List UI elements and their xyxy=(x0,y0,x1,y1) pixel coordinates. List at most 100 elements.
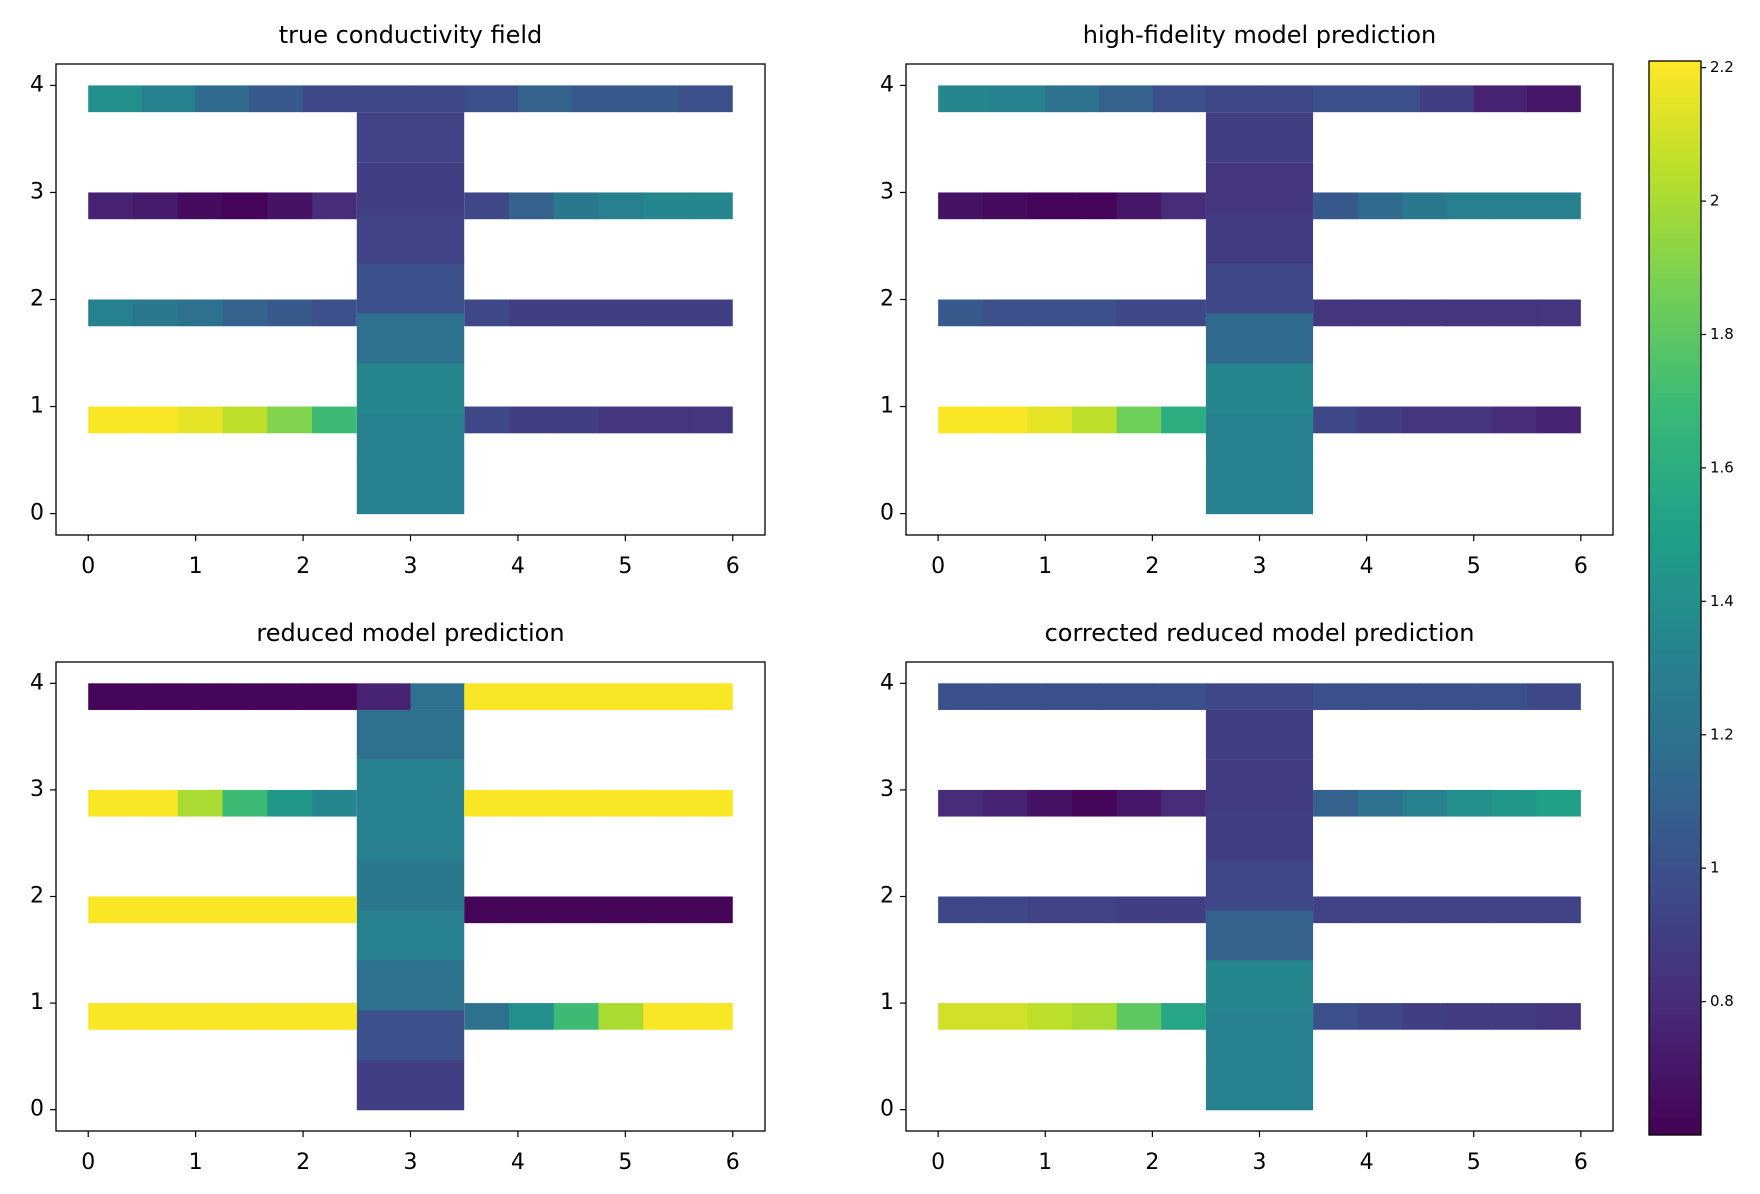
field-cell xyxy=(1313,896,1359,924)
field-cell xyxy=(1357,896,1403,924)
colorbar-tick-label: 1.2 xyxy=(1710,725,1734,743)
field-cell xyxy=(195,85,250,113)
field-cell xyxy=(1491,896,1537,924)
field-cell xyxy=(356,709,465,760)
field-cell xyxy=(1536,896,1581,924)
field-cell xyxy=(1402,192,1448,220)
field-cell xyxy=(598,789,644,817)
field-cell xyxy=(508,789,555,817)
colorbar-tick-label: 2 xyxy=(1710,192,1720,210)
y-tick-label: 0 xyxy=(880,501,894,526)
field-cell xyxy=(1357,789,1403,817)
field-cell xyxy=(625,85,680,113)
field-cell xyxy=(643,789,689,817)
field-cell xyxy=(991,683,1046,710)
field-cell xyxy=(1205,413,1314,465)
field-cell xyxy=(598,406,644,434)
field-cell xyxy=(938,683,993,710)
field-cell xyxy=(1491,1003,1537,1030)
field-cell xyxy=(982,789,1029,817)
y-tick-label: 3 xyxy=(30,777,44,802)
field-cell xyxy=(1152,85,1207,113)
field-cell xyxy=(1446,192,1493,220)
field-cell xyxy=(312,192,357,220)
field-cell xyxy=(267,192,313,220)
field-cell xyxy=(177,1003,224,1030)
panel-title: high-fidelity model prediction xyxy=(1083,21,1436,49)
field-cell xyxy=(982,1003,1029,1030)
field-cell xyxy=(1098,683,1153,710)
field-cell xyxy=(938,192,984,220)
y-tick-label: 1 xyxy=(30,394,44,419)
field-cell xyxy=(598,1003,644,1030)
field-cell xyxy=(1357,192,1403,220)
field-cell xyxy=(222,789,268,817)
field-cell xyxy=(141,683,197,710)
x-tick-label: 3 xyxy=(1253,554,1267,579)
field-cell xyxy=(303,85,358,113)
y-tick-label: 4 xyxy=(30,670,44,695)
field-cell xyxy=(1366,85,1421,113)
panel-title: reduced model prediction xyxy=(256,619,564,647)
field-cell xyxy=(410,85,465,113)
field-cell xyxy=(356,859,465,911)
y-tick-label: 2 xyxy=(30,884,44,909)
field-cell xyxy=(1027,1003,1073,1030)
field-cell xyxy=(1536,192,1581,220)
field-cell xyxy=(982,299,1029,327)
field-cell xyxy=(1205,683,1261,710)
field-cell xyxy=(1402,1003,1448,1030)
field-cell xyxy=(1205,809,1314,861)
field-cell xyxy=(553,896,600,924)
colorbar xyxy=(1648,60,1702,1136)
field-cell xyxy=(1402,789,1448,817)
field-cell xyxy=(1205,212,1314,264)
y-tick-label: 2 xyxy=(880,884,894,909)
field-cell xyxy=(553,1003,600,1030)
y-tick-label: 1 xyxy=(880,990,894,1015)
field-cell xyxy=(982,192,1029,220)
field-cell xyxy=(553,789,600,817)
field-cell xyxy=(679,85,733,113)
field-cell xyxy=(356,809,465,861)
field-cell xyxy=(571,85,626,113)
x-tick-label: 6 xyxy=(1574,554,1588,579)
field-cell xyxy=(1027,192,1073,220)
y-tick-label: 0 xyxy=(30,501,44,526)
field-cell xyxy=(553,192,600,220)
y-tick-label: 4 xyxy=(880,670,894,695)
field-cell xyxy=(643,192,689,220)
field-cell xyxy=(1259,683,1314,710)
field-cell xyxy=(1313,192,1359,220)
field-cell xyxy=(1446,896,1493,924)
field-cell xyxy=(938,1003,984,1030)
field-cell xyxy=(1420,683,1475,710)
field-cell xyxy=(88,789,134,817)
field-cell xyxy=(312,896,357,924)
x-tick-label: 5 xyxy=(1467,1150,1481,1175)
field-cell xyxy=(553,406,600,434)
field-cell xyxy=(1357,299,1403,327)
field-cell xyxy=(517,683,573,710)
field-cell xyxy=(1259,85,1314,113)
x-tick-label: 6 xyxy=(1574,1150,1588,1175)
field-cell xyxy=(508,406,555,434)
field-cell xyxy=(553,299,600,327)
field-cell xyxy=(267,896,313,924)
field-cell xyxy=(1536,299,1581,327)
field-cell xyxy=(132,406,179,434)
field-cell xyxy=(356,413,465,465)
field-cell xyxy=(356,363,465,414)
y-tick-label: 3 xyxy=(30,179,44,204)
x-tick-label: 2 xyxy=(1145,554,1159,579)
field-cell xyxy=(1491,299,1537,327)
field-cell xyxy=(1045,683,1100,710)
x-tick-label: 5 xyxy=(618,554,632,579)
field-cell xyxy=(303,683,358,710)
x-tick-label: 4 xyxy=(511,554,525,579)
field-cell xyxy=(132,789,179,817)
field-cell xyxy=(1527,85,1581,113)
field-cell xyxy=(88,896,134,924)
x-tick-label: 6 xyxy=(726,554,740,579)
field-cell xyxy=(1152,683,1207,710)
